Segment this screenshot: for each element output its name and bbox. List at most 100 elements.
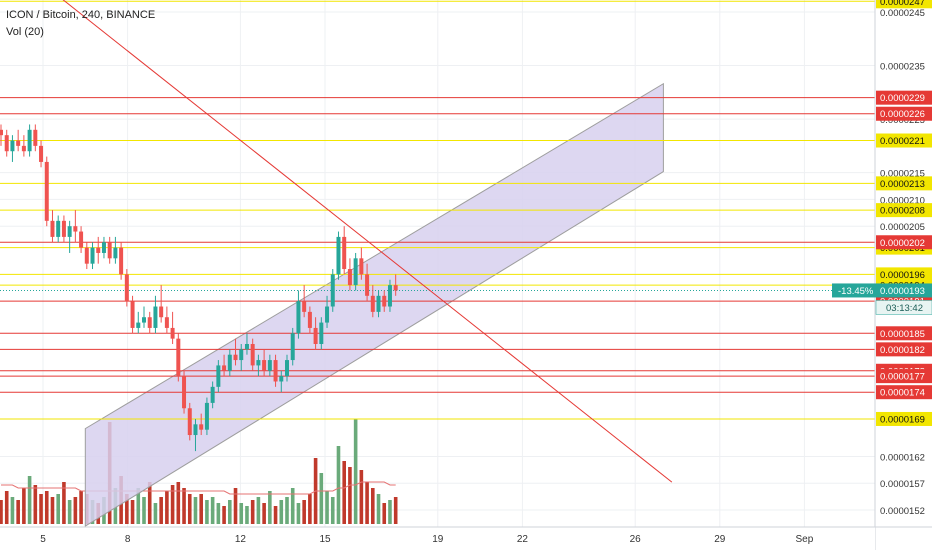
candle-body <box>187 408 192 436</box>
support-level-tag: 0.0000213 <box>880 179 925 190</box>
volume-bar <box>165 491 169 524</box>
candle-body <box>216 365 221 387</box>
candle-body <box>21 145 26 152</box>
volume-bar <box>290 488 295 524</box>
volume-bar <box>176 482 181 524</box>
candle-body <box>153 306 158 328</box>
volume-bar <box>330 497 335 524</box>
candle-body <box>307 311 312 328</box>
volume-bar <box>256 497 261 524</box>
candle-body <box>142 317 146 323</box>
candle-body <box>136 322 141 328</box>
candle-body <box>0 129 3 136</box>
volume-bar <box>142 497 146 524</box>
candle-body <box>296 301 301 334</box>
candle-body <box>73 226 78 232</box>
volume-bar <box>0 500 3 524</box>
resistance-level-tag: 0.0000174 <box>880 388 925 399</box>
volume-bar <box>73 497 78 524</box>
candle-body <box>336 236 341 275</box>
candle-body <box>67 226 72 237</box>
resistance-level-tag-bg <box>876 342 932 357</box>
support-level-tag-bg <box>876 0 932 9</box>
volume-bar <box>302 500 306 524</box>
volume-bar <box>199 494 203 524</box>
price-axis[interactable]: 0.00002450.00002350.00002250.00002150.00… <box>832 0 932 550</box>
volume-bar <box>170 485 175 524</box>
volume-bar <box>33 485 38 524</box>
candle-body <box>262 360 267 371</box>
support-level-tag-bg <box>876 176 932 191</box>
downtrend-line[interactable] <box>51 0 673 483</box>
time-axis[interactable]: 5 8 12 15 19 22 26 29 Sep <box>0 526 932 550</box>
volume-bar <box>308 494 312 524</box>
volume-bar <box>359 470 364 524</box>
volume-bar <box>376 494 381 524</box>
candle-body <box>267 360 272 371</box>
time-tick-label: Sep <box>796 534 814 545</box>
volume-bar <box>245 506 249 524</box>
candle-body <box>96 247 101 253</box>
candle-body <box>204 402 209 430</box>
volume-bar <box>393 497 398 524</box>
volume-bar <box>136 488 141 524</box>
time-tick-label: 8 <box>125 534 131 545</box>
downtrend-line-segment <box>62 0 673 483</box>
time-tick-label: 29 <box>714 534 726 545</box>
candle-body <box>382 295 387 307</box>
candle-body <box>319 322 324 344</box>
candle-body <box>50 220 55 237</box>
support-level-tag: 0.0000208 <box>880 206 925 217</box>
candle-body <box>250 344 255 366</box>
volume-bar <box>382 503 387 524</box>
volume-ma-line <box>1 481 396 495</box>
volume-bar <box>4 491 9 524</box>
candle-body <box>84 247 89 264</box>
volume-bar <box>79 491 83 524</box>
candle-body <box>210 386 215 403</box>
candle-body <box>33 129 38 146</box>
volume-bar <box>388 500 392 524</box>
time-tick-label: 22 <box>517 534 529 545</box>
resistance-level-tag: 0.0000185 <box>880 329 925 340</box>
volume-bar <box>250 500 255 524</box>
candle-body <box>325 306 330 323</box>
resistance-level-tag-bg <box>876 326 932 341</box>
candle-body <box>359 258 364 275</box>
candle-body <box>39 145 44 162</box>
volume-bar <box>22 488 26 524</box>
current-price-tag-bg <box>876 283 932 298</box>
support-level-tag: 0.0000247 <box>880 0 925 8</box>
chart-title: ICON / Bitcoin, 240, BINANCE <box>6 9 156 21</box>
resistance-level-tag-bg <box>876 90 932 105</box>
candle-body <box>244 344 249 350</box>
volume-bar <box>325 491 329 524</box>
candle-body <box>353 258 358 286</box>
candle-body <box>233 354 238 361</box>
candle-body <box>147 317 152 328</box>
resistance-level-tag-bg <box>876 369 932 384</box>
candle-body <box>342 236 347 270</box>
volume-indicator-label: Vol (20) <box>6 26 44 38</box>
time-tick-label: 5 <box>40 534 46 545</box>
candle-body <box>170 327 175 339</box>
current-price-tag: 0.0000193 <box>880 286 925 297</box>
candle-body <box>285 360 289 377</box>
volume-bar <box>44 491 49 524</box>
candle-body <box>290 333 295 361</box>
candle-body <box>393 285 398 291</box>
price-tick-label: 0.0000157 <box>880 479 925 490</box>
horizontal-levels[interactable] <box>0 0 875 420</box>
resistance-level-tag: 0.0000202 <box>880 238 925 249</box>
time-tick-label: 12 <box>235 534 247 545</box>
support-level-tag-bg <box>876 411 932 426</box>
volume-bar <box>153 503 158 524</box>
candle-body <box>90 247 95 264</box>
candle-body <box>79 231 84 248</box>
candle-body <box>227 354 232 371</box>
candlesticks <box>0 124 398 452</box>
candle-body <box>273 360 278 382</box>
candle-body <box>370 295 375 312</box>
support-level-tag: 0.0000169 <box>880 414 925 425</box>
